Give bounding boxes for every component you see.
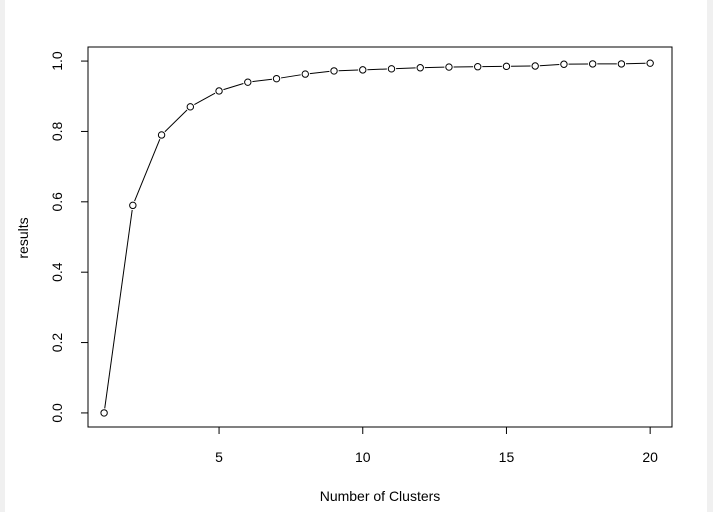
y-tick-label: 0.6 bbox=[49, 192, 65, 212]
series-line-segment bbox=[396, 67, 416, 70]
data-point bbox=[359, 66, 367, 74]
data-point bbox=[272, 74, 281, 83]
series-line-segment bbox=[280, 74, 301, 79]
series-line-segment bbox=[338, 69, 359, 72]
series-line-segment bbox=[539, 64, 560, 67]
data-point bbox=[244, 78, 252, 86]
y-tick-label: 0.0 bbox=[49, 403, 65, 423]
data-point bbox=[416, 64, 424, 72]
y-axis: 0.0 0.2 0.4 0.6 0.8 1.0 bbox=[49, 51, 89, 423]
data-point bbox=[474, 63, 482, 71]
data-point bbox=[531, 62, 539, 70]
series-layer bbox=[104, 62, 646, 409]
series-line-segment bbox=[134, 139, 161, 202]
data-point bbox=[129, 201, 137, 210]
data-point bbox=[588, 60, 597, 68]
data-point bbox=[301, 70, 309, 78]
data-point bbox=[617, 60, 626, 68]
series-line-segment bbox=[367, 68, 387, 71]
data-point bbox=[100, 409, 108, 417]
series-line-segment bbox=[309, 70, 330, 75]
y-tick-label: 1.0 bbox=[49, 51, 65, 71]
x-tick-label: 5 bbox=[215, 449, 223, 465]
series-line-segment bbox=[194, 92, 216, 106]
x-axis-label: Number of Clusters bbox=[320, 488, 441, 504]
data-point bbox=[330, 67, 338, 75]
x-tick-label: 15 bbox=[499, 449, 515, 465]
y-axis-label: results bbox=[15, 217, 31, 258]
x-axis: 5 10 15 20 bbox=[215, 426, 658, 465]
x-tick-label: 20 bbox=[642, 449, 658, 465]
line-chart: 5 10 15 20 0.0 0.2 0.4 0.6 0.8 1.0 Number of Clu… bbox=[15, 46, 673, 504]
series-line-segment bbox=[223, 83, 244, 91]
y-tick-label: 0.4 bbox=[49, 262, 65, 282]
point-layer bbox=[100, 59, 654, 417]
data-point bbox=[215, 87, 223, 95]
series-line-segment bbox=[164, 109, 188, 133]
data-point bbox=[445, 63, 453, 71]
data-point bbox=[646, 59, 654, 67]
x-tick-label: 10 bbox=[355, 449, 371, 465]
data-point bbox=[157, 131, 166, 139]
y-tick-label: 0.8 bbox=[49, 122, 65, 142]
data-point bbox=[560, 60, 568, 68]
data-point bbox=[387, 65, 396, 73]
series-line-segment bbox=[252, 78, 273, 83]
plot-box bbox=[87, 46, 673, 428]
data-point bbox=[186, 103, 195, 111]
y-tick-label: 0.2 bbox=[49, 333, 65, 353]
data-point bbox=[502, 62, 511, 71]
series-line-segment bbox=[104, 209, 133, 409]
